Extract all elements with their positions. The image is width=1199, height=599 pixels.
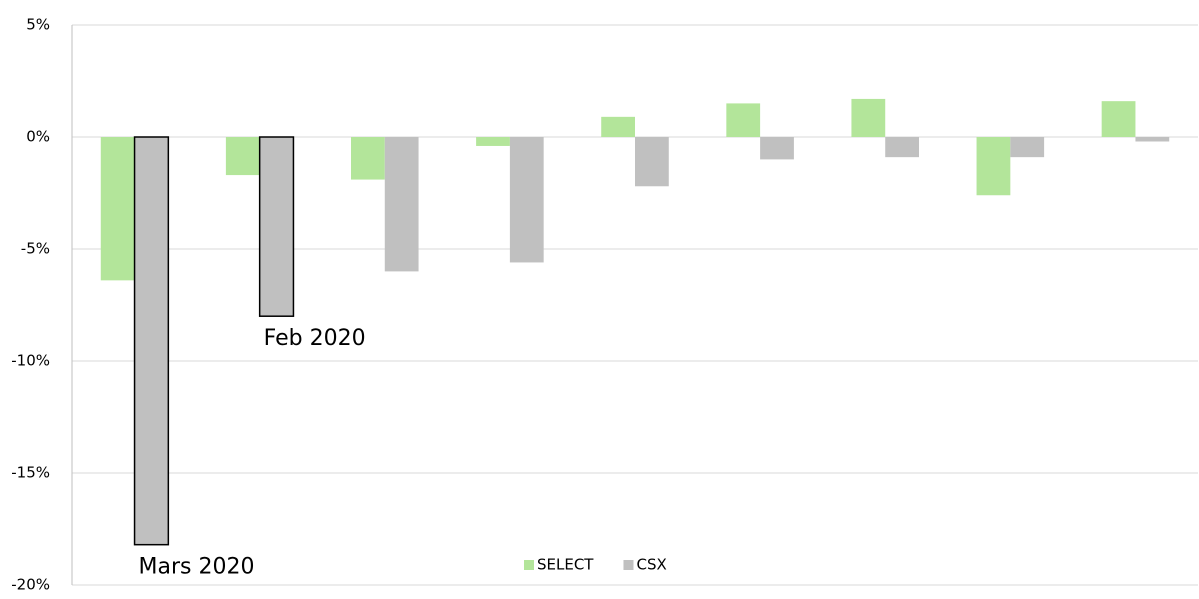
bar (726, 103, 761, 137)
bar (350, 137, 385, 180)
y-tick-label: -10% (11, 352, 50, 370)
annotation: Mars 2020 (139, 555, 255, 580)
bar (225, 137, 260, 176)
bar (1135, 137, 1170, 142)
bar (1101, 101, 1136, 137)
bar (1010, 137, 1045, 158)
y-tick-label: 0% (26, 128, 50, 146)
annotation: Feb 2020 (264, 326, 366, 351)
y-tick-label: 5% (26, 16, 50, 34)
bar (476, 137, 510, 146)
legend-label: SELECT (537, 556, 594, 574)
bar (509, 137, 544, 263)
bar (976, 137, 1011, 196)
bar (601, 116, 635, 137)
bar (885, 137, 920, 158)
y-tick-label: -15% (11, 464, 50, 482)
bar (851, 98, 886, 137)
y-tick-label: -20% (11, 576, 50, 594)
bar (760, 137, 794, 160)
y-tick-label: -5% (21, 240, 50, 258)
legend-label: CSX (636, 556, 666, 574)
legend-swatch (623, 560, 634, 570)
bar (258, 136, 295, 317)
bar (100, 137, 135, 281)
bar (384, 137, 419, 272)
bar (133, 136, 170, 546)
legend-swatch (524, 560, 534, 570)
bar (635, 137, 669, 187)
